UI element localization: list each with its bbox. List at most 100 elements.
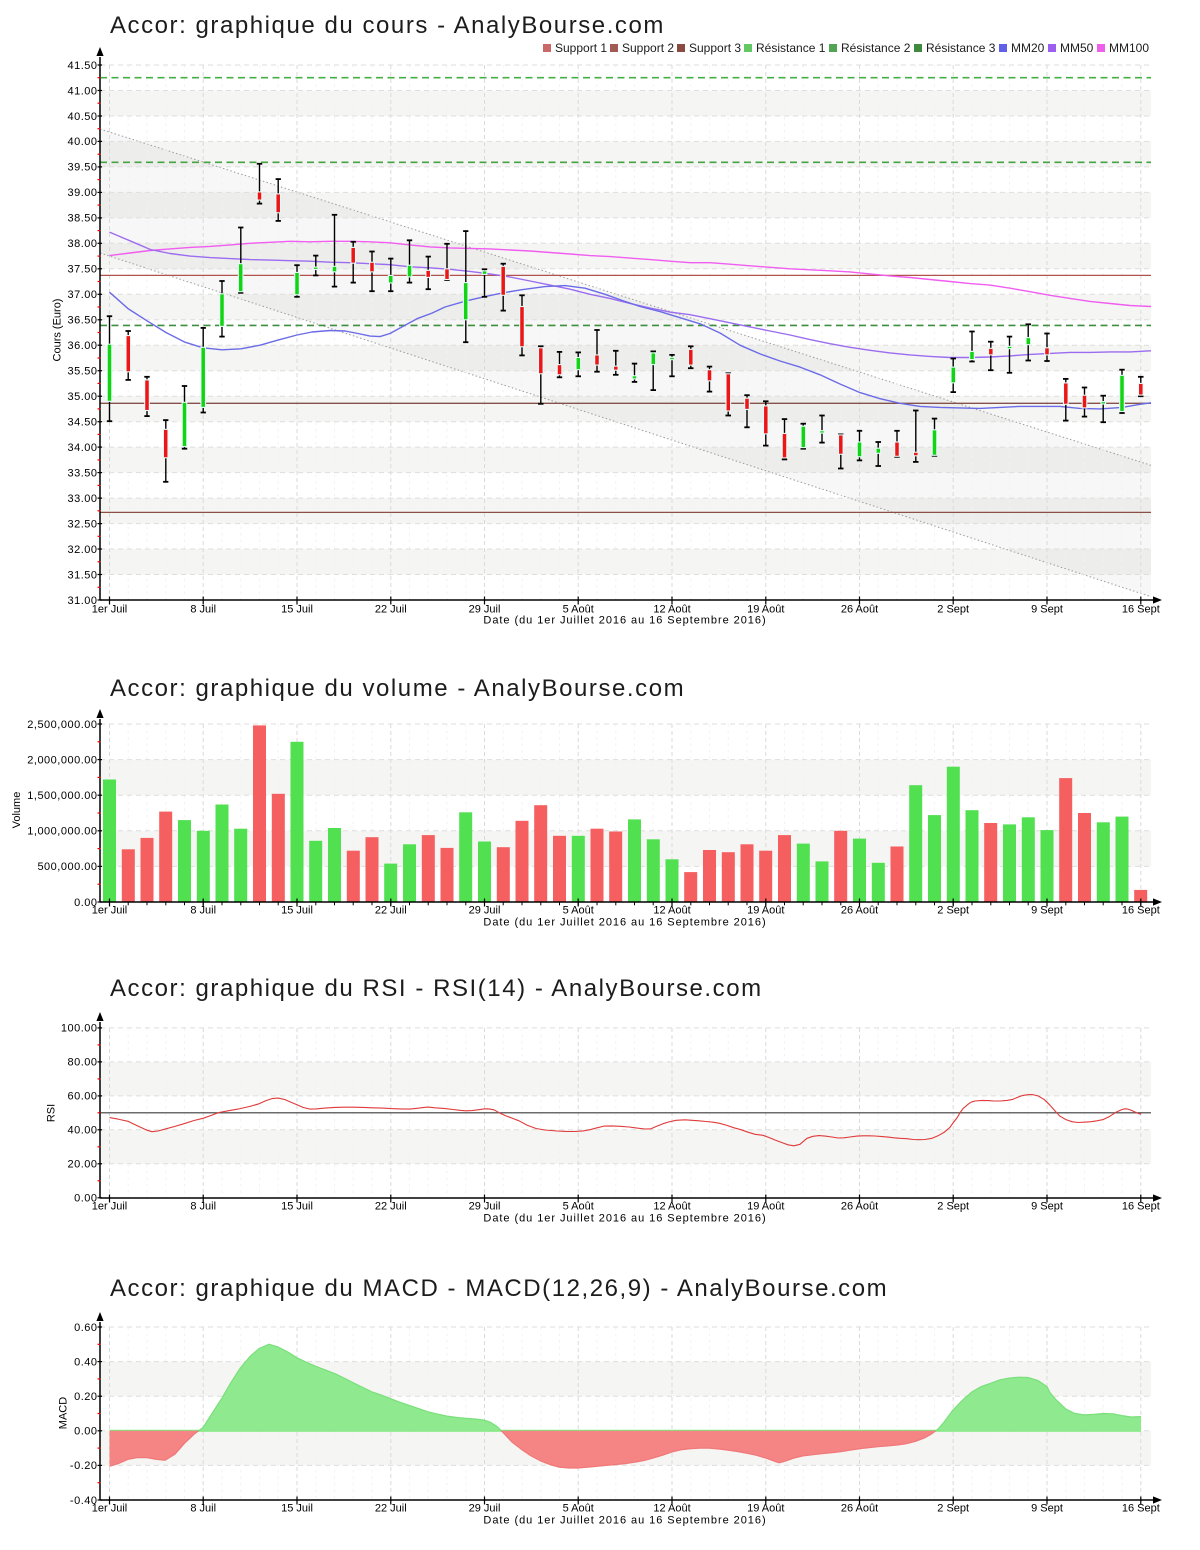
svg-text:40.50: 40.50 [67, 111, 97, 123]
svg-text:29 Juil: 29 Juil [469, 1503, 501, 1515]
svg-text:22 Juil: 22 Juil [375, 905, 407, 917]
svg-text:22 Juil: 22 Juil [375, 1201, 407, 1213]
svg-text:Support 2: Support 2 [622, 41, 674, 55]
svg-text:Résistance 1: Résistance 1 [756, 41, 826, 55]
svg-text:9 Sept: 9 Sept [1031, 1503, 1063, 1515]
svg-text:12 Août: 12 Août [653, 905, 690, 917]
svg-text:41.00: 41.00 [67, 85, 97, 97]
svg-text:26 Août: 26 Août [841, 1201, 878, 1213]
svg-text:9 Sept: 9 Sept [1031, 604, 1063, 616]
svg-text:36.00: 36.00 [67, 340, 97, 352]
svg-text:31.00: 31.00 [67, 595, 97, 607]
svg-text:Accor: graphique du cours - An: Accor: graphique du cours - AnalyBourse.… [110, 12, 665, 39]
svg-text:Accor: graphique du MACD - MAC: Accor: graphique du MACD - MACD(12,26,9)… [110, 1275, 888, 1302]
svg-text:0.00: 0.00 [74, 1193, 97, 1205]
svg-text:5 Août: 5 Août [563, 1503, 594, 1515]
svg-text:29 Juil: 29 Juil [469, 604, 501, 616]
svg-text:15 Juil: 15 Juil [281, 604, 313, 616]
svg-text:Date (du 1er Juillet 2016 au 1: Date (du 1er Juillet 2016 au 16 Septembr… [483, 615, 766, 627]
svg-text:Volume: Volume [11, 792, 23, 829]
svg-text:20.00: 20.00 [67, 1159, 97, 1171]
svg-text:MM100: MM100 [1109, 41, 1149, 55]
svg-text:34.00: 34.00 [67, 442, 97, 454]
svg-text:2,500,000.00: 2,500,000.00 [27, 719, 97, 731]
svg-text:80.00: 80.00 [67, 1057, 97, 1069]
svg-text:Résistance 2: Résistance 2 [841, 41, 911, 55]
svg-text:16 Sept: 16 Sept [1122, 604, 1160, 616]
svg-text:34.50: 34.50 [67, 417, 97, 429]
svg-text:Date (du 1er Juillet 2016 au 1: Date (du 1er Juillet 2016 au 16 Septembr… [483, 917, 766, 929]
svg-text:2 Sept: 2 Sept [937, 1503, 969, 1515]
svg-text:19 Août: 19 Août [747, 1503, 784, 1515]
svg-text:15 Juil: 15 Juil [281, 1201, 313, 1213]
svg-text:-0.20: -0.20 [70, 1460, 98, 1472]
svg-text:2 Sept: 2 Sept [937, 1201, 969, 1213]
svg-text:-0.40: -0.40 [70, 1495, 98, 1507]
svg-text:2 Sept: 2 Sept [937, 905, 969, 917]
svg-text:19 Août: 19 Août [747, 1201, 784, 1213]
svg-text:16 Sept: 16 Sept [1122, 905, 1160, 917]
svg-text:0.20: 0.20 [74, 1391, 97, 1403]
svg-text:16 Sept: 16 Sept [1122, 1201, 1160, 1213]
svg-text:26 Août: 26 Août [841, 905, 878, 917]
svg-text:12 Août: 12 Août [653, 604, 690, 616]
svg-text:1,000,000.00: 1,000,000.00 [27, 826, 97, 838]
svg-text:16 Sept: 16 Sept [1122, 1503, 1160, 1515]
svg-text:32.00: 32.00 [67, 544, 97, 556]
svg-text:32.50: 32.50 [67, 518, 97, 530]
svg-text:5 Août: 5 Août [563, 604, 594, 616]
svg-text:Résistance 3: Résistance 3 [926, 41, 996, 55]
svg-text:RSI: RSI [46, 1104, 58, 1122]
svg-text:37.00: 37.00 [67, 289, 97, 301]
svg-text:2 Sept: 2 Sept [937, 604, 969, 616]
svg-text:5 Août: 5 Août [563, 1201, 594, 1213]
svg-text:MACD: MACD [58, 1397, 70, 1429]
svg-text:31.50: 31.50 [67, 569, 97, 581]
svg-text:35.00: 35.00 [67, 391, 97, 403]
svg-text:0.60: 0.60 [74, 1322, 97, 1334]
svg-text:33.00: 33.00 [67, 493, 97, 505]
svg-text:29 Juil: 29 Juil [469, 905, 501, 917]
svg-text:0.00: 0.00 [74, 1426, 97, 1438]
svg-text:12 Août: 12 Août [653, 1503, 690, 1515]
svg-text:Accor: graphique du volume - A: Accor: graphique du volume - AnalyBourse… [110, 675, 685, 702]
svg-text:MM50: MM50 [1060, 41, 1094, 55]
svg-text:40.00: 40.00 [67, 1125, 97, 1137]
svg-text:38.50: 38.50 [67, 213, 97, 225]
svg-text:1er Juil: 1er Juil [92, 1201, 127, 1213]
svg-text:19 Août: 19 Août [747, 604, 784, 616]
svg-text:12 Août: 12 Août [653, 1201, 690, 1213]
svg-text:9 Sept: 9 Sept [1031, 1201, 1063, 1213]
svg-text:40.00: 40.00 [67, 136, 97, 148]
svg-text:26 Août: 26 Août [841, 604, 878, 616]
svg-text:29 Juil: 29 Juil [469, 1201, 501, 1213]
svg-text:8 Juil: 8 Juil [190, 604, 216, 616]
svg-text:1er Juil: 1er Juil [92, 905, 127, 917]
svg-text:Date (du 1er Juillet 2016 au 1: Date (du 1er Juillet 2016 au 16 Septembr… [483, 1213, 766, 1225]
svg-text:500,000.00: 500,000.00 [37, 861, 97, 873]
svg-text:39.50: 39.50 [67, 162, 97, 174]
svg-text:36.50: 36.50 [67, 315, 97, 327]
svg-text:15 Juil: 15 Juil [281, 905, 313, 917]
svg-text:8 Juil: 8 Juil [190, 1503, 216, 1515]
svg-text:0.40: 0.40 [74, 1356, 97, 1368]
svg-text:Date (du 1er Juillet 2016 au 1: Date (du 1er Juillet 2016 au 16 Septembr… [483, 1515, 766, 1527]
svg-text:35.50: 35.50 [67, 366, 97, 378]
svg-text:38.00: 38.00 [67, 238, 97, 250]
svg-text:8 Juil: 8 Juil [190, 905, 216, 917]
svg-text:37.50: 37.50 [67, 264, 97, 276]
svg-text:15 Juil: 15 Juil [281, 1503, 313, 1515]
svg-text:26 Août: 26 Août [841, 1503, 878, 1515]
svg-text:0.00: 0.00 [74, 897, 97, 909]
svg-text:9 Sept: 9 Sept [1031, 905, 1063, 917]
svg-text:8 Juil: 8 Juil [190, 1201, 216, 1213]
svg-text:19 Août: 19 Août [747, 905, 784, 917]
svg-text:1er Juil: 1er Juil [92, 604, 127, 616]
svg-text:41.50: 41.50 [67, 60, 97, 72]
svg-text:1er Juil: 1er Juil [92, 1503, 127, 1515]
svg-text:33.50: 33.50 [67, 467, 97, 479]
svg-text:60.00: 60.00 [67, 1091, 97, 1103]
svg-text:2,000,000.00: 2,000,000.00 [27, 754, 97, 766]
svg-text:39.00: 39.00 [67, 187, 97, 199]
svg-text:Support 1: Support 1 [555, 41, 607, 55]
